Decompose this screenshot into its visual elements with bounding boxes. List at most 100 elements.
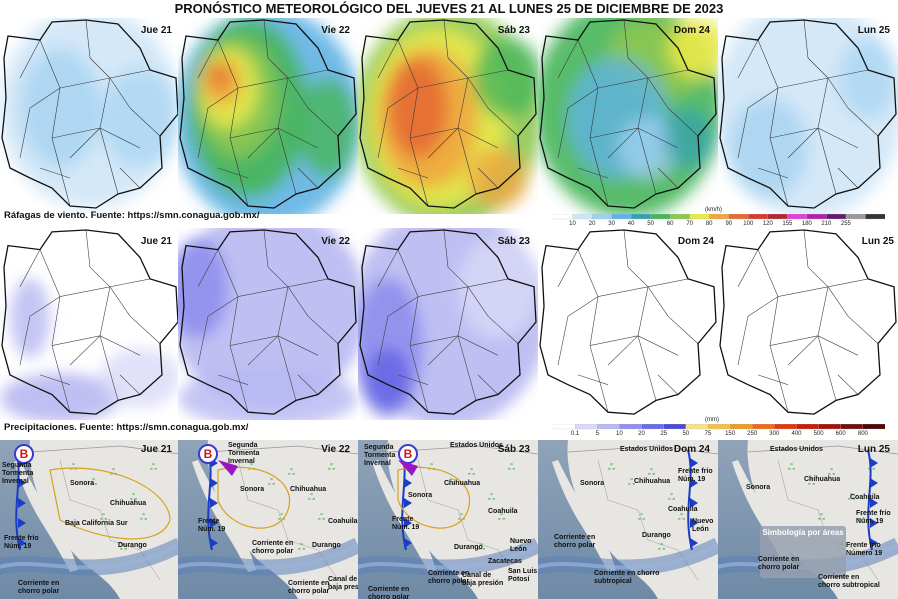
synoptic-label: Frente <box>392 516 414 523</box>
synoptic-label: Núm. 19 <box>198 526 226 533</box>
synoptic-label: Nuevo <box>692 518 714 525</box>
synoptic-label: Coahuila <box>668 506 698 513</box>
synoptic-map-3: ஃ ஃ ஃ ஃ ஃ ஃ ஃ ஃ B Sáb 23 Estados Unidos Segunda Torm… <box>358 440 538 599</box>
synoptic-label: Invernal <box>364 460 391 467</box>
svg-text:ஃ: ஃ <box>638 513 645 523</box>
synoptic-label: Segunda <box>364 444 394 451</box>
synoptic-label: Corriente en <box>758 556 800 563</box>
synoptic-label: Tormenta <box>2 470 34 477</box>
synoptic-label: Sonora <box>746 484 771 491</box>
synoptic-day-label: Sáb 23 <box>497 444 530 455</box>
synoptic-label: Corriente en <box>18 580 60 587</box>
synoptic-label: Durango <box>454 544 483 551</box>
scale-swatch <box>650 214 671 220</box>
synoptic-label: Número 19 <box>846 550 883 557</box>
svg-text:ஃ: ஃ <box>468 468 475 478</box>
synoptic-label: Frente frío <box>678 468 713 475</box>
wind-map-1: Jue 21 <box>0 18 180 214</box>
synoptic-label: Chihuahua <box>444 480 481 487</box>
scale-swatch <box>689 214 710 220</box>
scale-swatch <box>796 424 820 430</box>
synoptic-label: León <box>510 546 527 553</box>
synoptic-label: chorro polar <box>368 594 410 599</box>
synoptic-label: Chihuahua <box>290 486 327 493</box>
scale-tick-label: 25 <box>660 431 668 437</box>
wind-day-label: Dom 24 <box>673 25 710 36</box>
precip-day-label: Lun 25 <box>861 236 894 247</box>
svg-text:ஃ: ஃ <box>508 463 515 473</box>
scale-tick-label: 80 <box>705 221 713 227</box>
scale-swatch <box>806 214 827 220</box>
scale-swatch <box>663 424 687 430</box>
synoptic-day-label: Vie 22 <box>321 444 350 455</box>
synoptic-label: Invernal <box>2 478 29 485</box>
synoptic-map-1: ஃ ஃ ஃ ஃ ஃ ஃ ஃ ஃ B Jue 21 Segunda Tormenta Invernal Fr… <box>0 440 180 599</box>
scale-tick-label: 5 <box>595 431 599 437</box>
svg-text:ஃ: ஃ <box>828 468 835 478</box>
precip-day-label: Vie 22 <box>321 236 350 247</box>
synoptic-label: Invernal <box>228 458 255 465</box>
scale-tick-label: 20 <box>638 431 645 437</box>
synoptic-label: Canal de <box>328 576 358 583</box>
synoptic-label: Potosí <box>508 576 530 583</box>
wind-color-scale: (km/h) 10 20 30 40 50 60 70 80 90 100 120 155 180 210… <box>553 207 885 232</box>
scale-swatch <box>840 424 864 430</box>
precip-color-scale: (mm) 0.1 5 10 20 25 50 75 150 250 300 400 500 600 800 <box>553 417 885 440</box>
svg-text:ஃ: ஃ <box>308 493 315 503</box>
synoptic-label: Frente frío <box>846 542 881 549</box>
synoptic-label: chorro subtropical <box>818 582 880 589</box>
symbology-legend-title: Simbología por áreas <box>762 528 844 537</box>
scale-tick-label: 210 <box>821 221 832 227</box>
svg-text:ஃ: ஃ <box>150 463 157 473</box>
synoptic-label: Estados Unidos <box>450 442 503 449</box>
scale-swatch <box>787 214 808 220</box>
scale-bar <box>553 424 885 430</box>
synoptic-label: Chihuahua <box>110 500 147 507</box>
scale-tick-label: 75 <box>704 431 712 437</box>
scale-swatch <box>752 424 775 430</box>
scale-tick-label: 10 <box>569 221 576 227</box>
svg-text:ஃ: ஃ <box>498 513 505 523</box>
svg-text:ஃ: ஃ <box>488 493 495 503</box>
scale-tick-label: 30 <box>608 221 615 227</box>
scale-tick-label: 20 <box>588 221 596 227</box>
svg-text:ஃ: ஃ <box>858 513 865 523</box>
synoptic-day-label: Jue 21 <box>140 444 172 455</box>
synoptic-map-2: ஃ ஃ ஃ ஃ ஃ ஃ ஃ ஃ B Vie 22 Segunda Tormenta Invernal So… <box>178 440 358 599</box>
svg-text:ஃ: ஃ <box>328 463 335 473</box>
scale-swatch <box>767 214 788 220</box>
scale-tick-label: 50 <box>682 431 690 437</box>
scale-tick-label: 100 <box>743 221 754 227</box>
scale-tick-label: 180 <box>801 221 812 227</box>
wind-map-4: Dom 24 <box>538 18 718 214</box>
scale-swatch <box>670 214 691 220</box>
svg-text:ஃ: ஃ <box>268 478 275 488</box>
synoptic-label: Núm. 19 <box>4 543 32 550</box>
synoptic-label: Segunda <box>228 442 258 449</box>
synoptic-label: Nuevo <box>510 538 532 545</box>
wind-day-label: Sáb 23 <box>497 25 530 36</box>
scale-tick-label: 255 <box>840 221 851 227</box>
synoptic-label: Frente frío <box>4 535 39 542</box>
svg-text:ஃ: ஃ <box>678 513 685 523</box>
precip-source-caption: Precipitaciones. Fuente: https://smn.con… <box>4 422 249 433</box>
precip-map-5: Lun 25 <box>718 228 898 420</box>
scale-swatch <box>685 424 709 430</box>
scale-tick-label: 500 <box>813 431 824 437</box>
scale-tick-label: 800 <box>857 431 868 437</box>
synoptic-label: subtropical <box>594 578 632 585</box>
synoptic-map-4: ஃ ஃ ஃ ஃ ஃ ஃ ஃ ஃ Dom 24 Estados Unidos Sonora Chihua… <box>538 440 718 599</box>
synoptic-row: ஃ ஃ ஃ ஃ ஃ ஃ ஃ ஃ B Jue 21 Segunda Tormenta Invernal Fr… <box>0 440 898 599</box>
synoptic-day-label: Dom 24 <box>673 444 710 455</box>
scale-tick-label: 300 <box>769 431 780 437</box>
svg-text:ஃ: ஃ <box>318 513 325 523</box>
svg-text:ஃ: ஃ <box>788 463 795 473</box>
synoptic-label: chorro polar <box>758 564 800 571</box>
scale-swatch <box>818 424 842 430</box>
wind-day-label: Vie 22 <box>321 25 350 36</box>
svg-text:ஃ: ஃ <box>818 513 825 523</box>
synoptic-label: Tormenta <box>228 450 260 457</box>
wind-gusts-row: Jue 21 Vie 22 Sáb 23 Dom 24 Lun 25 <box>0 18 898 214</box>
svg-text:ஃ: ஃ <box>140 513 147 523</box>
